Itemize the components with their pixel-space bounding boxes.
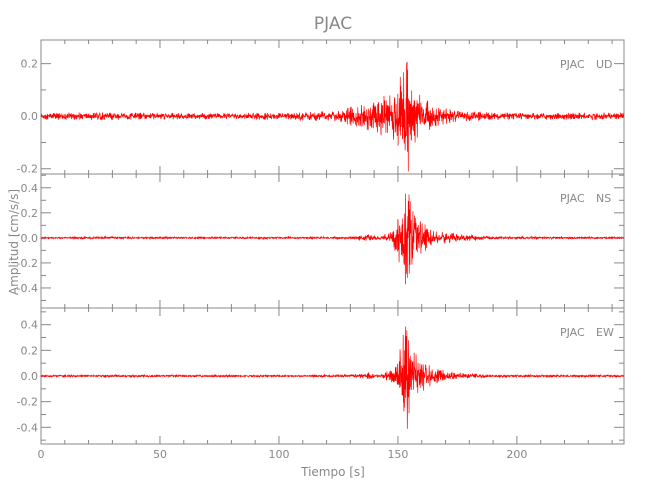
y-tick-label: 0.0 [21,232,39,245]
x-tick-label: 150 [387,448,408,461]
y-tick-label: 0.4 [21,319,39,332]
panel-frame [40,39,625,175]
waveform-ud [40,61,625,172]
y-tick-label: 0.0 [21,110,39,123]
component-label: UD [596,58,613,71]
panel-frame [40,173,625,309]
waveform-ns [40,193,625,285]
station-label: PJAC [560,326,585,339]
y-tick-label: -0.4 [17,282,38,295]
x-tick-label: 200 [506,448,527,461]
y-tick-label: 0.4 [21,182,39,195]
x-tick-label: 50 [153,448,167,461]
y-tick-label: -0.4 [17,421,38,434]
y-tick-label: 0.2 [21,344,39,357]
station-label: PJAC [560,58,585,71]
station-label: PJAC [560,192,585,205]
x-axis-label: Tiempo [s] [300,465,365,479]
panel-ew: -0.4 -0.2 0.0 0.2 0.4 PJAC EW [17,307,625,445]
component-label: NS [596,192,611,205]
y-tick-label: 0.2 [21,207,39,220]
y-tick-label: 0.0 [21,370,39,383]
x-tick-label: 100 [268,448,289,461]
y-tick-label: -0.2 [17,257,38,270]
y-axis-label: Amplitud [cm/s/s] [7,189,21,295]
y-tick-label: -0.2 [17,396,38,409]
panel-ns: -0.4 -0.2 0.0 0.2 0.4 PJAC NS [17,173,625,309]
chart-title: PJAC [314,14,352,34]
y-tick-label: -0.2 [17,163,38,176]
x-tick-label: 0 [38,448,45,461]
component-label: EW [596,326,614,339]
y-tick-label: 0.2 [21,58,39,71]
panel-ud: -0.2 0.0 0.2 PJAC UD [17,39,625,176]
waveform-ew [40,326,625,429]
